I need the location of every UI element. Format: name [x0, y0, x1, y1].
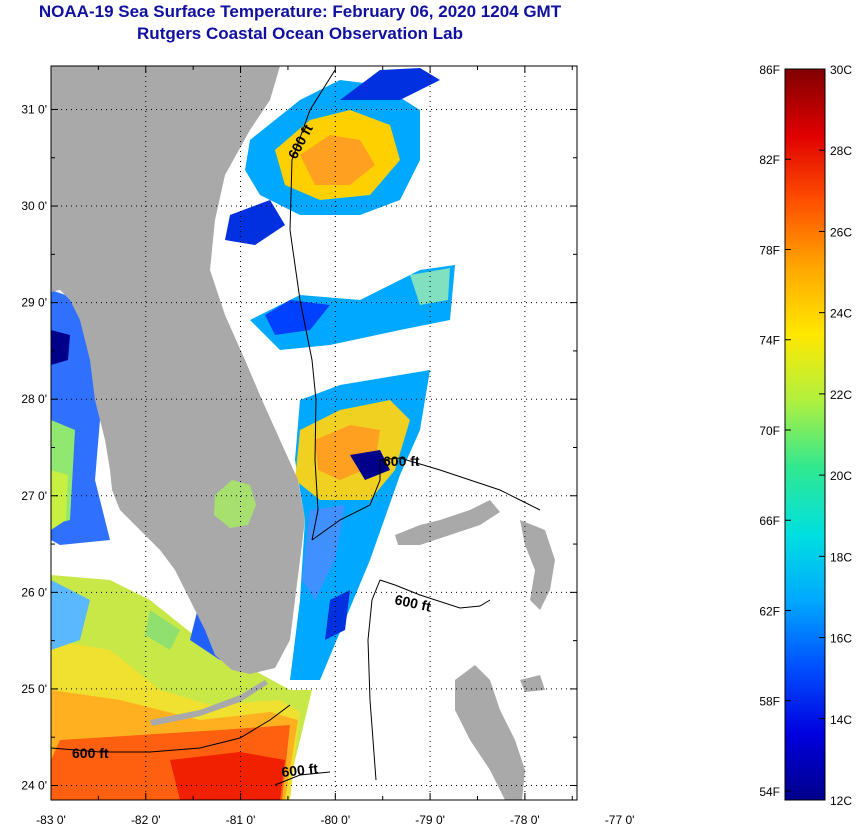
- colorbar-c-label: 26C: [830, 225, 852, 239]
- colorbar-f-label: 70F: [759, 424, 780, 438]
- colorbar-c-label: 14C: [830, 713, 852, 727]
- sst-swath-north: [225, 68, 440, 245]
- map-frame: [50, 65, 578, 801]
- colorbar-c-label: 30C: [830, 63, 852, 77]
- colorbar-c-label: 28C: [830, 144, 852, 158]
- lon-label: -83 0': [36, 813, 66, 827]
- colorbar-f-label: 78F: [759, 243, 780, 257]
- colorbar-f-label: 86F: [759, 63, 780, 77]
- florida-keys: [150, 680, 268, 726]
- sst-swath-gulf: [51, 290, 110, 545]
- lat-label: 29 0': [21, 296, 47, 310]
- lon-label: -82 0': [131, 813, 161, 827]
- longitude-labels: -83 0' -82 0' -81 0' -80 0' -79 0' -78 0' -77 …: [36, 813, 634, 827]
- colorbar-c-label: 22C: [830, 388, 852, 402]
- lat-label: 31 0': [21, 102, 47, 116]
- lon-label: -79 0': [415, 813, 445, 827]
- colorbar-c-label: 18C: [830, 550, 852, 564]
- colorbar-c-label: 12C: [830, 794, 852, 808]
- bahamas-land-andros: [455, 665, 525, 800]
- lake-okeechobee: [214, 480, 256, 528]
- lat-label: 26 0': [21, 585, 47, 599]
- map-subtitle: Rutgers Coastal Ocean Observation Lab: [137, 24, 463, 43]
- lat-label: 24 0': [21, 779, 47, 793]
- map-title: NOAA-19 Sea Surface Temperature: Februar…: [38, 2, 562, 21]
- lat-label: 30 0': [21, 199, 47, 213]
- bahamas-land-north: [395, 500, 500, 545]
- colorbar-f-label: 82F: [759, 153, 780, 167]
- colorbar-f-label: 74F: [759, 334, 780, 348]
- lon-label: -80 0': [320, 813, 350, 827]
- latitude-labels: 31 0' 30 0' 29 0' 28 0' 27 0' 26 0' 25 0' 24 0': [21, 102, 47, 792]
- lat-label: 27 0': [21, 489, 47, 503]
- colorbar: [784, 68, 826, 801]
- colorbar-f-label: 62F: [759, 604, 780, 618]
- isobath-label: 600 ft: [383, 453, 420, 469]
- colorbar-f-label: 54F: [759, 785, 780, 799]
- bahamas-land-small: [520, 675, 545, 692]
- lon-label: -81 0': [226, 813, 256, 827]
- isobath-label: 600 ft: [393, 591, 432, 614]
- colorbar-f-label: 66F: [759, 514, 780, 528]
- colorbar-celsius-labels: 30C 28C 26C 24C 22C 20C 18C 16C 14C 12C: [819, 63, 852, 808]
- colorbar-c-label: 16C: [830, 632, 852, 646]
- sst-swath-southwest: [51, 575, 312, 800]
- lon-label: -78 0': [510, 813, 540, 827]
- colorbar-fahrenheit-labels: 86F 82F 78F 74F 70F 66F 62F 58F 54F: [759, 63, 791, 799]
- colorbar-c-label: 20C: [830, 469, 852, 483]
- bahamas-land-abaco: [520, 520, 555, 610]
- isobath-label: 600 ft: [72, 745, 109, 761]
- lon-label: -77 0': [605, 813, 635, 827]
- isobath-label: 600 ft: [281, 760, 319, 780]
- graticule: [50, 66, 577, 800]
- isobath-600ft: [51, 69, 541, 786]
- lat-label: 25 0': [21, 682, 47, 696]
- sst-swath-southeast: [290, 370, 430, 680]
- colorbar-f-label: 58F: [759, 695, 780, 709]
- colorbar-c-label: 24C: [830, 307, 852, 321]
- lat-label: 28 0': [21, 392, 47, 406]
